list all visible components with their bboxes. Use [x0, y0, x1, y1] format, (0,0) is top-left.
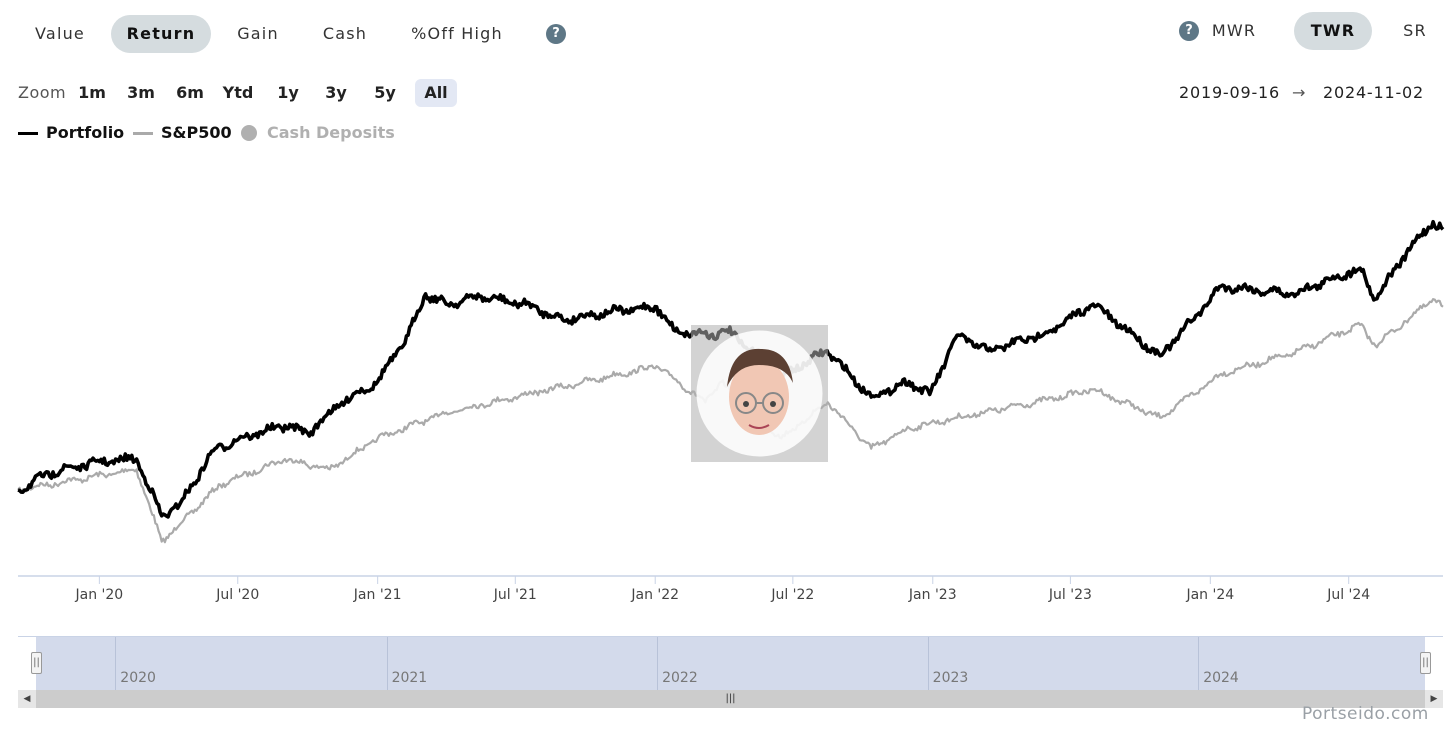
tab-gain[interactable]: Gain [237, 24, 279, 43]
navigator-year-label: 2022 [662, 670, 698, 686]
navigator-year-divider [1198, 637, 1200, 690]
scrollbar-right-button[interactable]: ▶ [1425, 690, 1443, 708]
tab-return[interactable]: Return [111, 15, 211, 53]
date-to[interactable]: 2024-11-02 [1323, 83, 1424, 102]
legend-portfolio[interactable]: Portfolio [18, 122, 124, 144]
zoom-5y[interactable]: 5y [374, 83, 396, 102]
zoom-1m[interactable]: 1m [78, 83, 106, 102]
x-tick-label: Jan '20 [75, 587, 124, 603]
x-tick-label: Jul '20 [216, 587, 260, 603]
navigator-year-label: 2024 [1203, 670, 1239, 686]
tab-cash[interactable]: Cash [322, 24, 368, 43]
method-help-icon[interactable]: ? [1179, 21, 1199, 41]
x-tick-label: Jul '22 [771, 587, 815, 603]
legend-label: S&P500 [161, 123, 232, 142]
watermark: Portseido.com [1302, 704, 1429, 724]
legend-s-p500[interactable]: S&P500 [133, 122, 232, 144]
navigator-year-divider [386, 637, 388, 690]
navigator-year-label: 2023 [932, 670, 969, 686]
zoom-1y[interactable]: 1y [277, 83, 299, 102]
navigator-right-handle[interactable]: || [1420, 652, 1431, 674]
zoom-label: Zoom [18, 83, 67, 102]
tab-offhigh[interactable]: %Off High [411, 24, 503, 43]
legend-label: Cash Deposits [267, 123, 395, 142]
scrollbar-left-button[interactable]: ◀ [18, 690, 36, 708]
navigator-selection[interactable] [36, 637, 1425, 690]
method-tab-twr[interactable]: TWR [1294, 12, 1372, 50]
navigator-year-label: 2021 [391, 670, 428, 686]
legend-label: Portfolio [46, 123, 125, 142]
zoom-all[interactable]: All [415, 79, 457, 107]
x-tick-label: Jan '22 [631, 587, 680, 603]
avatar [691, 325, 828, 462]
x-tick-label: Jan '24 [1186, 587, 1235, 603]
zoom-6m[interactable]: 6m [176, 83, 204, 102]
navigator-year-label: 2020 [120, 670, 156, 686]
x-tick-label: Jul '24 [1327, 587, 1371, 603]
zoom-ytd[interactable]: Ytd [222, 83, 254, 102]
return-help-icon[interactable]: ? [546, 24, 566, 44]
method-tab-sr[interactable]: SR [1403, 21, 1427, 40]
zoom-3y[interactable]: 3y [325, 83, 347, 102]
legend-cash-deposits[interactable]: Cash Deposits [241, 122, 395, 144]
x-tick-label: Jan '23 [908, 587, 957, 603]
navigator-year-divider [927, 637, 929, 690]
x-tick-label: Jan '21 [353, 587, 402, 603]
date-from[interactable]: 2019-09-16 [1179, 83, 1280, 102]
method-tab-mwr[interactable]: MWR [1211, 21, 1257, 40]
legend-line-swatch [18, 132, 38, 135]
legend-line-swatch [133, 132, 153, 135]
navigator-year-divider [115, 637, 117, 690]
avatar-face-icon [696, 330, 823, 457]
x-tick-label: Jul '23 [1048, 587, 1092, 603]
date-arrow: → [1292, 83, 1307, 102]
scrollbar-thumb[interactable]: ||| [36, 690, 1425, 708]
navigator-year-divider [657, 637, 659, 690]
tab-value[interactable]: Value [35, 24, 85, 43]
legend-marker-circle-icon [241, 125, 257, 141]
x-tick-label: Jul '21 [493, 587, 537, 603]
navigator-left-handle[interactable]: || [31, 652, 42, 674]
zoom-3m[interactable]: 3m [127, 83, 155, 102]
